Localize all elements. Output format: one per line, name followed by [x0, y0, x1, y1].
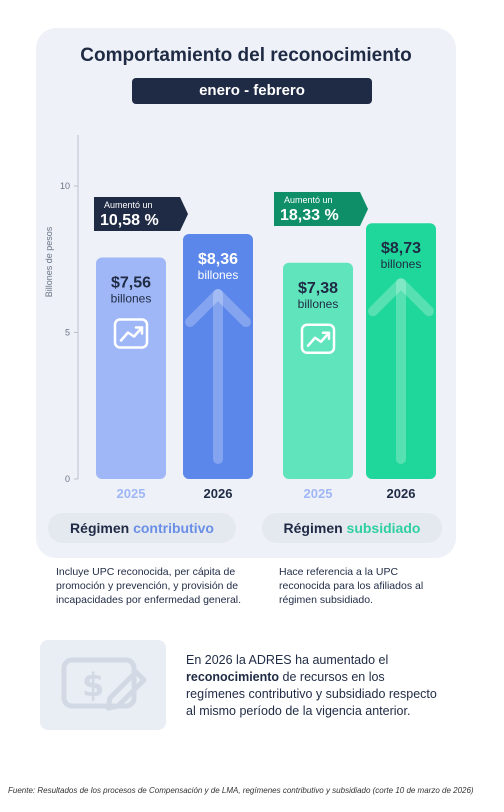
y-axis-label: Billones de pesos — [44, 226, 54, 297]
y-tick-label: 0 — [65, 474, 70, 484]
chart-up-icon-arrow — [321, 331, 331, 341]
increase-callout-value: 18,33 % — [280, 207, 339, 224]
increase-callout-prefix: Aumentó un — [104, 200, 153, 210]
bar-subsidiado-2025 — [283, 262, 353, 479]
summary-part1: En 2026 la ADRES ha aumentado el — [186, 653, 389, 667]
bar-subsidiado-2026 — [366, 223, 436, 479]
bar-contributivo-2026 — [183, 234, 253, 479]
money-card-icon: $ — [61, 657, 147, 711]
summary-bold: reconocimiento — [186, 670, 280, 684]
bar-value-label: $7,56 — [111, 274, 151, 291]
regime-subsidiado-pill: Régimen subsidiado — [262, 513, 442, 543]
x-tick-label: 2026 — [387, 486, 416, 501]
bar-unit-label: billones — [298, 297, 339, 311]
bar-contributivo-2025 — [96, 257, 166, 479]
bar-value-label: $8,36 — [198, 251, 238, 268]
bar-value-label: $8,73 — [381, 240, 421, 257]
x-tick-label: 2025 — [117, 486, 146, 501]
summary-text: En 2026 la ADRES ha aumentado el reconoc… — [186, 652, 446, 720]
increase-callout — [94, 197, 188, 231]
summary-part2: de recursos en los regímenes contributiv… — [186, 670, 437, 718]
arrow-up-icon-head — [185, 289, 251, 328]
chart-up-icon — [113, 318, 149, 349]
bar-unit-label: billones — [198, 268, 239, 282]
chart-up-icon-line — [306, 331, 331, 348]
regime-accent: subsidiado — [346, 520, 421, 536]
bar-unit-label: billones — [111, 291, 152, 305]
period-badge: enero - febrero — [132, 78, 372, 104]
regime-prefix: Régimen — [283, 520, 347, 536]
increase-callout-prefix: Aumentó un — [284, 195, 333, 205]
regime-accent: contributivo — [133, 520, 214, 536]
source-note: Fuente: Resultados de los procesos de Co… — [8, 786, 474, 795]
increase-callout — [274, 192, 368, 226]
regime-prefix: Régimen — [70, 520, 134, 536]
bar-value-label: $7,38 — [298, 280, 338, 297]
y-tick-label: 5 — [65, 328, 70, 338]
x-tick-label: 2026 — [204, 486, 233, 501]
description-subsidiado: Hace referencia a la UPC reconocida para… — [279, 566, 424, 606]
chart-up-icon-line — [119, 326, 144, 342]
regime-contributivo-pill: Régimen contributivo — [48, 513, 236, 543]
chart-up-icon — [300, 323, 336, 355]
increase-callout-value: 10,58 % — [100, 212, 159, 229]
bar-unit-label: billones — [381, 257, 422, 271]
arrow-up-icon-head — [368, 278, 434, 317]
svg-text:$: $ — [82, 666, 104, 704]
chart-up-icon-arrow — [134, 326, 144, 335]
y-tick-label: 10 — [60, 181, 70, 191]
description-contributivo: Incluye UPC reconocida, per cápita de pr… — [56, 566, 242, 606]
page-title: Comportamiento del reconocimiento — [80, 45, 412, 66]
money-card-icon-box: $ — [40, 640, 166, 730]
x-tick-label: 2025 — [304, 486, 333, 501]
